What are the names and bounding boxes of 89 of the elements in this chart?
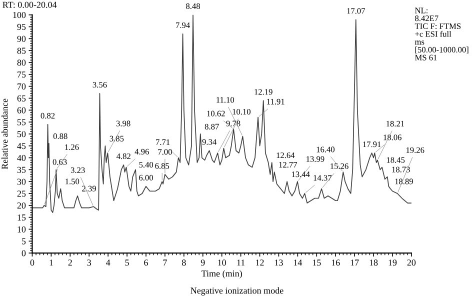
annotation: 4.96 (134, 148, 149, 155)
annotation: 11.91 (267, 98, 284, 105)
annotation: 7.94 (176, 22, 190, 28)
text: RT: 0.00-20.04 (2, 2, 57, 8)
x-tick-label: 16 (332, 260, 340, 266)
y-tick-label: 75 (18, 72, 26, 78)
y-axis-title: Relative abundance (1, 98, 8, 170)
text: Negative ionization mode (190, 287, 284, 296)
annotation: 8.87 (204, 124, 219, 130)
annotation: 9.34 (202, 139, 216, 145)
annotation: 7.71 (156, 139, 170, 145)
annotation: 2.39 (82, 186, 96, 192)
x-tick-label: 9 (200, 260, 205, 266)
x-tick-label: 7 (163, 260, 167, 266)
annotation: 13.99 (306, 156, 324, 162)
annotation: 18.45 (386, 157, 405, 163)
y-tick-label: 100 (13, 12, 26, 18)
y-tick-label: 5 (22, 238, 26, 244)
annotation: 12.77 (279, 162, 298, 168)
annotation: 3.23 (70, 167, 85, 173)
annotation: 0.88 (53, 133, 68, 140)
y-tick-label: 50 (17, 131, 26, 138)
x-tick-label: 5 (125, 260, 129, 266)
y-tick-label: 70 (18, 83, 26, 90)
annotation: 7.00 (158, 149, 172, 155)
annotation: 3.98 (116, 120, 130, 126)
y-tick-label: 20 (17, 202, 26, 209)
annotation: 11.10 (216, 97, 234, 103)
y-tick-label: 40 (17, 154, 26, 161)
y-tick-label: 45 (17, 143, 26, 150)
annotation: 14.37 (314, 175, 332, 181)
y-tick-label: 80 (17, 60, 26, 66)
annotation: 0.63 (52, 159, 67, 165)
annotation: 17.91 (363, 142, 381, 148)
x-tick-label: 2 (68, 260, 72, 266)
y-tick-label: 85 (17, 48, 26, 54)
x-tick-label: 13 (274, 260, 283, 266)
y-tick-label: 90 (17, 36, 26, 42)
annotation: 13.44 (292, 172, 310, 178)
y-tick-label: 10 (18, 226, 26, 232)
x-tick-label: 12 (256, 260, 264, 266)
x-tick-label: 0 (30, 260, 34, 266)
x-axis-title: Time (min) (201, 270, 242, 278)
annotation: 9.78 (226, 120, 240, 126)
annotation: 17.07 (347, 8, 366, 14)
annotation: 1.50 (66, 178, 80, 184)
annotation: 10.10 (232, 108, 250, 115)
x-tick-label: 8 (182, 260, 186, 266)
annotation: 1.26 (65, 144, 79, 150)
x-tick-label: 11 (237, 260, 245, 266)
x-tick-label: 18 (370, 260, 378, 266)
annotation: 0.82 (40, 112, 55, 119)
y-tick-label: 95 (17, 24, 26, 30)
annotation: 3.85 (110, 136, 124, 142)
x-tick-label: 14 (294, 260, 302, 266)
y-tick-label: 60 (17, 107, 26, 114)
y-tick-label: 35 (17, 166, 26, 173)
y-tick-label: 15 (18, 214, 26, 221)
annotation: 18.06 (384, 134, 402, 140)
annotation: 10.62 (207, 110, 225, 116)
annotation: 18.89 (395, 178, 413, 184)
annotation: 19.26 (406, 147, 424, 153)
annotation: 5.40 (139, 162, 154, 168)
x-tick-label: 17 (350, 260, 359, 266)
annotation: 6.85 (155, 163, 170, 169)
x-tick-label: 4 (106, 260, 110, 266)
y-tick-label: 55 (17, 119, 26, 126)
x-tick-label: 1 (50, 260, 53, 266)
annotation: 3.56 (92, 82, 107, 88)
x-tick-label: 19 (388, 260, 397, 266)
x-tick-label: 3 (87, 260, 92, 266)
y-tick-label: 0 (22, 250, 26, 256)
y-tick-label: 25 (17, 190, 26, 197)
annotation: 18.73 (392, 166, 410, 172)
annotation: 12.19 (254, 89, 272, 95)
annotation: 6.00 (139, 174, 153, 181)
x-tick-label: 15 (312, 260, 321, 266)
x-tick-label: 6 (144, 260, 148, 266)
y-tick-label: 65 (17, 95, 26, 102)
annotation: 12.64 (276, 152, 295, 158)
annotation: 15.26 (330, 163, 348, 170)
annotation: 4.82 (116, 153, 130, 160)
annotation: 8.48 (186, 3, 200, 10)
text: NL: 8.42E7 TIC F: FTMS +c ESI full ms [50.00-1000.00] MS 61 (414, 8, 468, 60)
y-tick-label: 30 (17, 178, 26, 185)
annotation: 18.21 (386, 120, 404, 127)
annotation: 16.40 (316, 146, 335, 152)
x-tick-label: 20 (407, 260, 416, 266)
x-tick-label: 10 (218, 260, 226, 266)
